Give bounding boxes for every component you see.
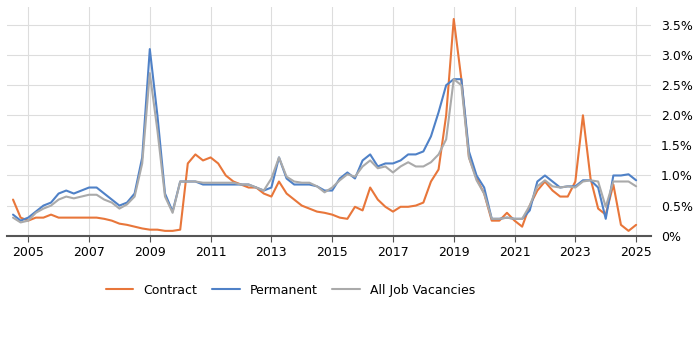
All Job Vacancies (510, 217, 519, 221)
Line: Permanent: Permanent (13, 49, 636, 220)
Line: All Job Vacancies: All Job Vacancies (13, 73, 636, 223)
All Job Vacancies (396, 164, 405, 169)
Contract (510, 218, 519, 223)
Permanent (55, 191, 63, 196)
All Job Vacancies (9, 216, 18, 220)
Contract (9, 197, 18, 202)
Permanent (396, 158, 405, 162)
Legend: Contract, Permanent, All Job Vacancies: Contract, Permanent, All Job Vacancies (101, 279, 480, 302)
Permanent (146, 47, 154, 51)
Permanent (16, 218, 25, 223)
All Job Vacancies (108, 201, 116, 205)
Permanent (9, 212, 18, 217)
All Job Vacancies (55, 197, 63, 202)
Permanent (153, 113, 162, 117)
All Job Vacancies (16, 220, 25, 225)
Contract (100, 217, 108, 221)
Contract (47, 212, 55, 217)
All Job Vacancies (473, 178, 481, 182)
Permanent (108, 197, 116, 202)
Contract (632, 223, 640, 227)
Contract (449, 17, 458, 21)
Line: Contract: Contract (13, 19, 636, 231)
Permanent (510, 217, 519, 221)
Contract (138, 226, 146, 231)
Contract (473, 176, 481, 181)
Contract (161, 229, 169, 233)
Permanent (473, 173, 481, 177)
All Job Vacancies (153, 128, 162, 132)
All Job Vacancies (146, 71, 154, 75)
All Job Vacancies (632, 184, 640, 188)
Contract (389, 210, 397, 214)
Permanent (632, 178, 640, 182)
